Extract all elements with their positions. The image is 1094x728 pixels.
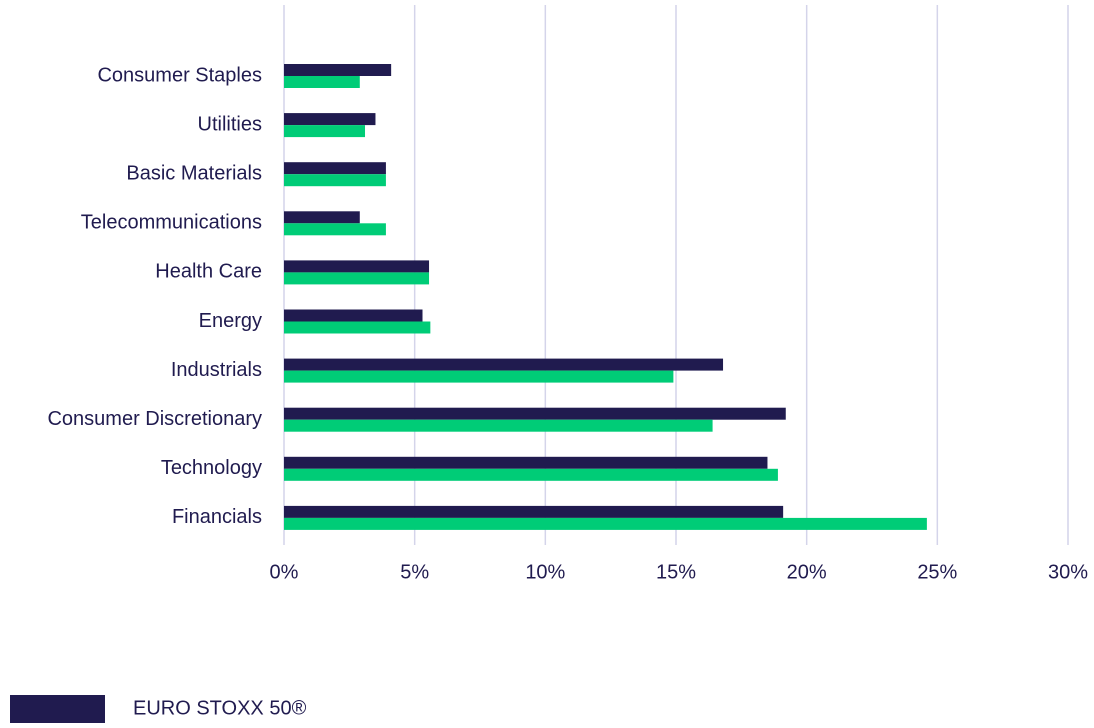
bar [284, 505, 784, 518]
x-tick-label: 15% [656, 561, 696, 583]
y-tick-label: Technology [161, 457, 262, 479]
bar [284, 456, 768, 469]
y-tick-label: Energy [199, 310, 262, 332]
legend-label: EURO STOXX 50® [133, 697, 307, 719]
x-tick-label: 0% [270, 561, 299, 583]
bar [284, 370, 674, 383]
x-tick-label: 5% [400, 561, 429, 583]
bar [284, 517, 927, 530]
bar [284, 64, 392, 76]
bar [284, 260, 430, 273]
legend-swatch [10, 695, 105, 723]
bar [284, 211, 360, 224]
bar [284, 125, 366, 138]
bar [284, 223, 386, 236]
bar [284, 419, 713, 432]
bar [284, 468, 778, 481]
bar [284, 76, 360, 88]
x-tick-label: 10% [525, 561, 565, 583]
y-tick-label: Industrials [171, 359, 262, 381]
bar [284, 113, 376, 126]
x-tick-label: 20% [787, 561, 827, 583]
y-tick-label: Consumer Staples [97, 64, 262, 86]
bar [284, 272, 430, 285]
y-tick-label: Financials [172, 506, 262, 528]
bar [284, 407, 786, 420]
y-tick-label: Basic Materials [126, 162, 262, 184]
bar [284, 174, 386, 187]
y-tick-label: Telecommunications [81, 212, 262, 234]
y-tick-label: Consumer Discretionary [47, 408, 262, 430]
bar [284, 309, 423, 322]
bar [284, 358, 724, 371]
x-tick-label: 25% [917, 561, 957, 583]
x-tick-label: 30% [1048, 561, 1088, 583]
bar [284, 321, 431, 334]
y-tick-label: Utilities [198, 113, 262, 135]
bar [284, 162, 386, 175]
y-tick-label: Health Care [155, 261, 262, 283]
